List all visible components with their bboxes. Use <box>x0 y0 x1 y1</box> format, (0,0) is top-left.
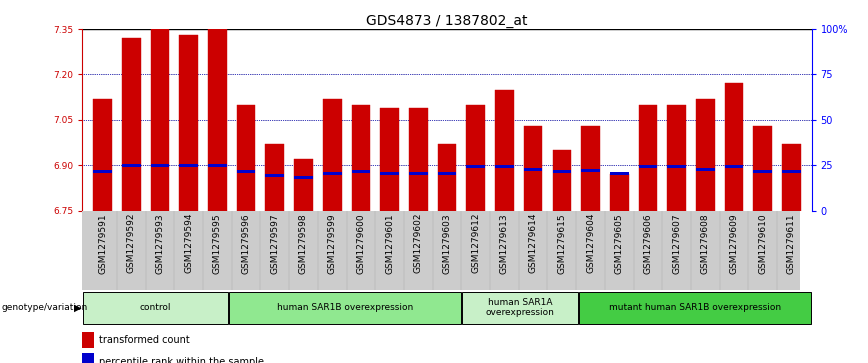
Text: GSM1279604: GSM1279604 <box>586 213 595 273</box>
Bar <box>180 164 198 167</box>
Bar <box>237 170 255 173</box>
Text: GSM1279595: GSM1279595 <box>213 213 222 274</box>
Bar <box>782 170 801 173</box>
Text: GSM1279598: GSM1279598 <box>299 213 308 274</box>
Bar <box>462 292 578 323</box>
Text: percentile rank within the sample: percentile rank within the sample <box>99 356 264 363</box>
Text: ▶: ▶ <box>74 303 82 313</box>
Text: GSM1279599: GSM1279599 <box>328 213 337 274</box>
Bar <box>696 99 714 211</box>
Bar <box>229 292 461 323</box>
Bar <box>782 144 801 211</box>
Text: GSM1279592: GSM1279592 <box>127 213 135 273</box>
Bar <box>725 165 743 168</box>
Bar <box>667 105 686 211</box>
Bar <box>180 35 198 211</box>
Bar <box>582 169 600 172</box>
Bar <box>151 28 169 211</box>
Bar <box>610 172 628 175</box>
Text: GSM1279596: GSM1279596 <box>241 213 251 274</box>
Bar <box>82 353 95 363</box>
Text: GSM1279609: GSM1279609 <box>730 213 739 274</box>
Text: GSM1279594: GSM1279594 <box>184 213 194 273</box>
Text: human SAR1A
overexpression: human SAR1A overexpression <box>485 298 555 317</box>
Bar <box>380 108 399 211</box>
Bar <box>437 144 457 211</box>
Bar <box>753 170 773 173</box>
Text: GSM1279615: GSM1279615 <box>557 213 566 274</box>
Bar <box>266 174 284 177</box>
Bar <box>122 164 141 167</box>
Text: GSM1279593: GSM1279593 <box>155 213 164 274</box>
Bar <box>294 176 312 179</box>
Bar <box>93 170 112 173</box>
Bar <box>639 105 657 211</box>
Text: GSM1279611: GSM1279611 <box>787 213 796 274</box>
Text: human SAR1B overexpression: human SAR1B overexpression <box>277 303 413 312</box>
Bar <box>151 164 169 167</box>
Bar <box>696 168 714 171</box>
Bar <box>352 170 371 173</box>
Text: GSM1279610: GSM1279610 <box>759 213 767 274</box>
Text: GSM1279612: GSM1279612 <box>471 213 480 273</box>
Bar <box>83 292 227 323</box>
Bar <box>495 90 514 211</box>
Text: GSM1279603: GSM1279603 <box>443 213 451 274</box>
Text: GSM1279600: GSM1279600 <box>357 213 365 274</box>
Bar <box>93 99 112 211</box>
Bar <box>667 165 686 168</box>
Text: mutant human SAR1B overexpression: mutant human SAR1B overexpression <box>608 303 781 312</box>
Bar <box>579 292 811 323</box>
Bar <box>437 172 457 175</box>
Bar <box>208 164 227 167</box>
Text: transformed count: transformed count <box>99 335 189 345</box>
Text: GSM1279601: GSM1279601 <box>385 213 394 274</box>
Bar <box>639 165 657 168</box>
Bar <box>208 29 227 211</box>
Text: GSM1279591: GSM1279591 <box>98 213 107 274</box>
Bar <box>82 331 95 348</box>
Bar <box>523 126 542 211</box>
Bar <box>553 150 571 211</box>
Bar <box>352 105 371 211</box>
Bar <box>323 172 341 175</box>
Bar <box>725 83 743 211</box>
Bar <box>294 159 312 211</box>
Bar <box>523 168 542 171</box>
Text: genotype/variation: genotype/variation <box>2 303 88 312</box>
Bar <box>380 172 399 175</box>
Bar <box>409 172 428 175</box>
Bar <box>582 126 600 211</box>
Text: GSM1279606: GSM1279606 <box>643 213 653 274</box>
Bar <box>466 105 485 211</box>
Bar <box>409 108 428 211</box>
Text: GSM1279614: GSM1279614 <box>529 213 537 273</box>
Bar <box>266 144 284 211</box>
Title: GDS4873 / 1387802_at: GDS4873 / 1387802_at <box>366 14 528 28</box>
Bar <box>466 165 485 168</box>
Bar <box>495 165 514 168</box>
Bar <box>237 105 255 211</box>
Bar <box>323 99 341 211</box>
Text: GSM1279605: GSM1279605 <box>615 213 624 274</box>
Bar <box>553 170 571 173</box>
Text: GSM1279607: GSM1279607 <box>672 213 681 274</box>
Text: GSM1279602: GSM1279602 <box>414 213 423 273</box>
Bar <box>610 174 628 211</box>
Text: GSM1279613: GSM1279613 <box>500 213 509 274</box>
Text: GSM1279608: GSM1279608 <box>700 213 710 274</box>
Text: GSM1279597: GSM1279597 <box>270 213 279 274</box>
Text: control: control <box>140 303 171 312</box>
Bar <box>753 126 773 211</box>
Bar <box>122 38 141 211</box>
